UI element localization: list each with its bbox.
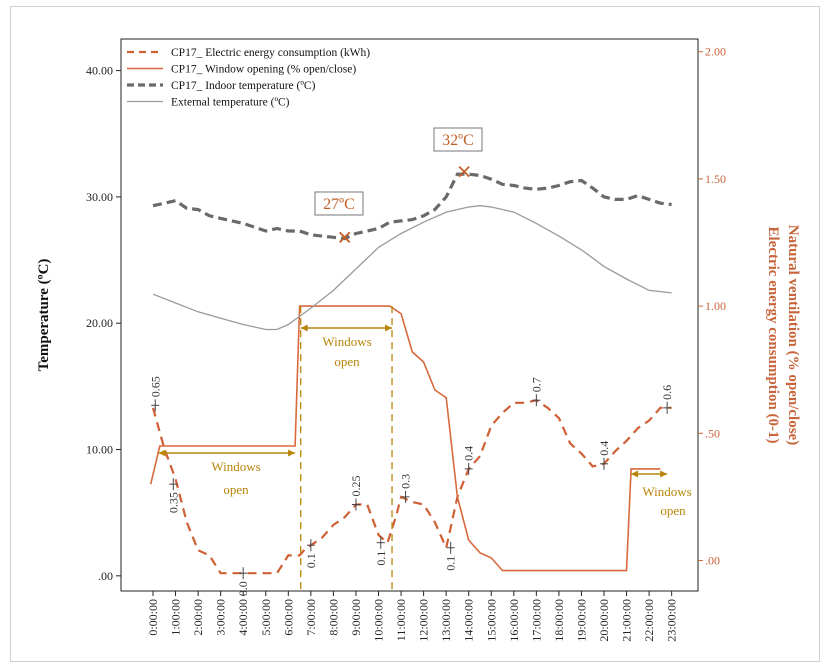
temperature-label-box — [433, 127, 483, 152]
left-y-axis-title: Temperature (ºC) — [36, 259, 52, 372]
left-y-tick-label: 40.00 — [86, 64, 113, 78]
arrowhead-right — [288, 449, 296, 457]
x-tick-label: 2:00:00 — [191, 599, 205, 636]
right-y-tick-label: 2.00 — [705, 45, 726, 59]
right-y-axis-title-line: Electric energy consumption (0-1) — [765, 226, 781, 443]
energy-data-label: 0.1 — [304, 553, 318, 568]
x-tick-label: 22:00:00 — [642, 599, 656, 642]
x-tick-label: 19:00:00 — [574, 599, 588, 642]
right-y-tick-label: 1.00 — [705, 299, 726, 313]
x-tick-label: 8:00:00 — [326, 599, 340, 636]
x-tick-label: 12:00:00 — [417, 599, 431, 642]
x-tick-label: 15:00:00 — [484, 599, 498, 642]
temperature-label: 27ºC — [323, 196, 355, 213]
legend-label: CP17_ Indoor temperature (ºC) — [171, 80, 316, 92]
energy-data-label: 0.7 — [529, 377, 543, 392]
x-tick-label: 14:00:00 — [462, 599, 476, 642]
left-y-tick-label: .00 — [98, 569, 113, 583]
arrowhead-left — [158, 449, 166, 457]
arrowhead-right — [660, 470, 668, 478]
external-temperature-line — [152, 205, 672, 331]
left-y-tick-label: 20.00 — [86, 316, 113, 330]
windows-open-label: Windows — [642, 484, 691, 499]
x-tick-label: 16:00:00 — [507, 599, 521, 642]
window-opening-line — [149, 305, 661, 572]
x-tick-label: 5:00:00 — [259, 599, 273, 636]
legend-label: External temperature (ºC) — [171, 97, 290, 109]
energy-data-label: 0.4 — [462, 446, 476, 461]
chart-frame: .00 10.00 20.00 30.00 40.00 .00 .50 1.00 1.50 2.0… — [10, 6, 820, 662]
windows-open-label: Windows — [211, 459, 260, 474]
x-tick-label: 17:00:00 — [529, 599, 543, 642]
energy-data-label: 0.1 — [374, 551, 388, 566]
x-tick-label: 3:00:00 — [214, 599, 228, 636]
right-y-tick-label: .00 — [705, 553, 720, 567]
indoor-temperature-line — [152, 172, 672, 241]
arrowhead-left — [631, 470, 639, 478]
windows-open-label: open — [660, 503, 686, 518]
arrowhead-right — [385, 324, 393, 332]
x-tick-label: 6:00:00 — [281, 599, 295, 636]
x-tick-label: 1:00:00 — [169, 599, 183, 636]
x-tick-label: 18:00:00 — [552, 599, 566, 642]
energy-data-label: 0.35 — [166, 492, 180, 513]
energy-data-label: 0.3 — [399, 474, 413, 489]
windows-open-label: open — [223, 482, 249, 497]
x-tick-label: 9:00:00 — [349, 599, 363, 636]
legend-label: CP17_ Window opening (% open/close) — [171, 64, 356, 76]
x-tick-label: 0:00:00 — [146, 599, 160, 636]
x-tick-label: 13:00:00 — [439, 599, 453, 642]
x-tick-label: 10:00:00 — [372, 599, 386, 642]
plot-area-frame — [120, 38, 699, 592]
energy-data-label: 0.6 — [660, 385, 674, 400]
legend-label: CP17_ Electric energy consumption (kWh) — [171, 47, 370, 59]
x-tick-label: 7:00:00 — [304, 599, 318, 636]
left-y-tick-label: 30.00 — [86, 190, 113, 204]
energy-data-label: 0.25 — [349, 476, 363, 497]
x-tick-label: 4:00:00 — [236, 599, 250, 636]
energy-data-label: 0.65 — [148, 376, 162, 397]
arrowhead-left — [300, 324, 308, 332]
energy-data-label: 0.4 — [597, 441, 611, 456]
right-y-axis-title-line: Natural ventilation (% open/close) — [785, 225, 801, 445]
x-tick-label: 20:00:00 — [597, 599, 611, 642]
temperature-label-box — [314, 191, 364, 216]
right-y-tick-label: .50 — [705, 426, 720, 440]
windows-open-label: Windows — [322, 334, 371, 349]
temperature-marker — [339, 231, 351, 243]
left-y-tick-label: 10.00 — [86, 443, 113, 457]
temperature-marker — [458, 165, 470, 178]
energy-data-label: 0.0 — [236, 581, 250, 596]
right-y-tick-label: 1.50 — [705, 172, 726, 186]
x-tick-label: 11:00:00 — [394, 599, 408, 641]
energy-data-label: 0.1 — [444, 556, 458, 571]
x-tick-label: 23:00:00 — [665, 599, 679, 642]
x-tick-label: 21:00:00 — [620, 599, 634, 642]
chart-svg: .00 10.00 20.00 30.00 40.00 .00 .50 1.00 1.50 2.0… — [36, 38, 801, 642]
windows-open-label: open — [334, 354, 360, 369]
temperature-label: 32ºC — [442, 132, 474, 149]
